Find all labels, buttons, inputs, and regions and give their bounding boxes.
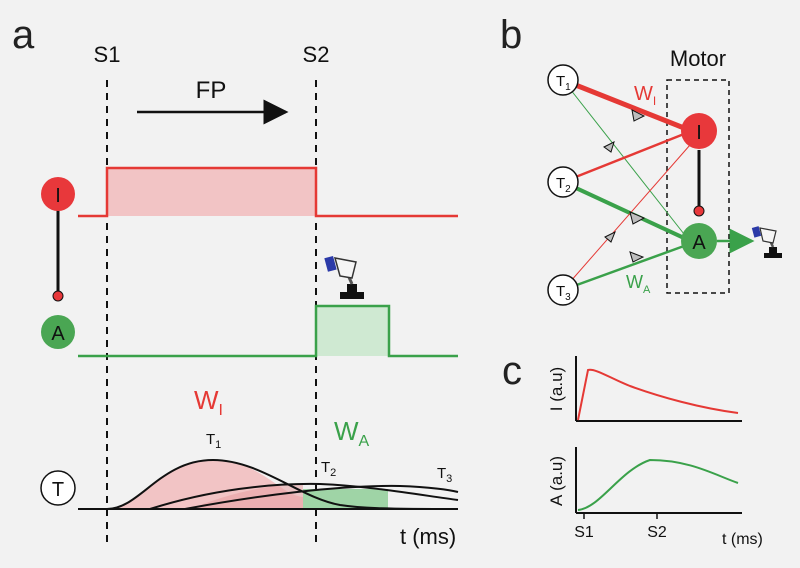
c-xlabel: t (ms) bbox=[722, 531, 763, 548]
panel-a-xlabel: t (ms) bbox=[400, 524, 456, 549]
b-neuron-i-circle bbox=[681, 113, 717, 149]
c-s2-label: S2 bbox=[647, 524, 667, 541]
panel-c: c I (a.u) A (a.u) S1 S2 t (ms) bbox=[502, 349, 763, 548]
c-i-curve bbox=[577, 368, 739, 421]
t2-curve bbox=[149, 482, 459, 510]
b-neuron-i-label: I bbox=[696, 122, 702, 144]
connections bbox=[562, 77, 691, 292]
c-s1-label: S1 bbox=[574, 524, 594, 541]
b-neuron-a-circle bbox=[681, 223, 717, 259]
synapse-markers bbox=[603, 109, 646, 263]
a-activity-trace bbox=[78, 304, 458, 358]
b-neuron-t1-label: T1 bbox=[556, 73, 571, 93]
s2-label: S2 bbox=[303, 42, 330, 67]
c-top-ylabel: I (a.u) bbox=[547, 367, 566, 411]
neuron-i-label: I bbox=[55, 185, 61, 207]
b-neuron-a-label: A bbox=[692, 232, 706, 254]
b-joystick-icon bbox=[751, 226, 782, 258]
panel-b: b Motor I A T1 bbox=[500, 13, 782, 306]
b-neuron-t3-label: T3 bbox=[556, 283, 571, 303]
b-neuron-t2-circle bbox=[547, 166, 579, 198]
t-green-fill bbox=[303, 489, 388, 509]
neuron-a-circle bbox=[41, 315, 75, 349]
t1-label: T1 bbox=[206, 431, 221, 451]
i-activity-trace bbox=[78, 166, 458, 218]
b-inhibitory-synapse-dot bbox=[693, 205, 705, 217]
fp-label: FP bbox=[196, 77, 227, 104]
motor-label: Motor bbox=[670, 46, 726, 71]
c-bottom-ylabel: A (a.u) bbox=[547, 456, 566, 506]
t2-label: T2 bbox=[321, 459, 336, 479]
i-activity-fill bbox=[107, 168, 316, 216]
neuron-i-circle bbox=[41, 177, 75, 211]
a-activity-fill bbox=[316, 306, 389, 356]
neuron-t-label: T bbox=[52, 479, 64, 501]
t3-label: T3 bbox=[437, 465, 452, 485]
neuron-a-label: A bbox=[51, 323, 65, 345]
motor-box bbox=[666, 79, 730, 294]
joystick-icon bbox=[324, 255, 364, 299]
b-wa-label: WA bbox=[626, 272, 651, 296]
wi-label: WI bbox=[194, 385, 223, 419]
neuron-t-circle bbox=[40, 470, 76, 506]
b-neuron-t2-label: T2 bbox=[556, 175, 571, 195]
b-wi-label: WI bbox=[634, 83, 656, 108]
wa-label: WA bbox=[334, 416, 370, 450]
t3-curve bbox=[184, 484, 459, 510]
panel-c-label: c bbox=[502, 349, 522, 393]
b-neuron-t3-circle bbox=[547, 274, 579, 306]
s1-label: S1 bbox=[94, 42, 121, 67]
panel-a-label: a bbox=[12, 13, 35, 57]
panel-b-label: b bbox=[500, 13, 522, 57]
b-neuron-t1-circle bbox=[547, 64, 579, 96]
c-a-curve bbox=[577, 458, 739, 511]
panel-a: a S1 S2 FP I A WI WA bbox=[12, 13, 459, 549]
inhibitory-synapse-dot bbox=[52, 290, 64, 302]
